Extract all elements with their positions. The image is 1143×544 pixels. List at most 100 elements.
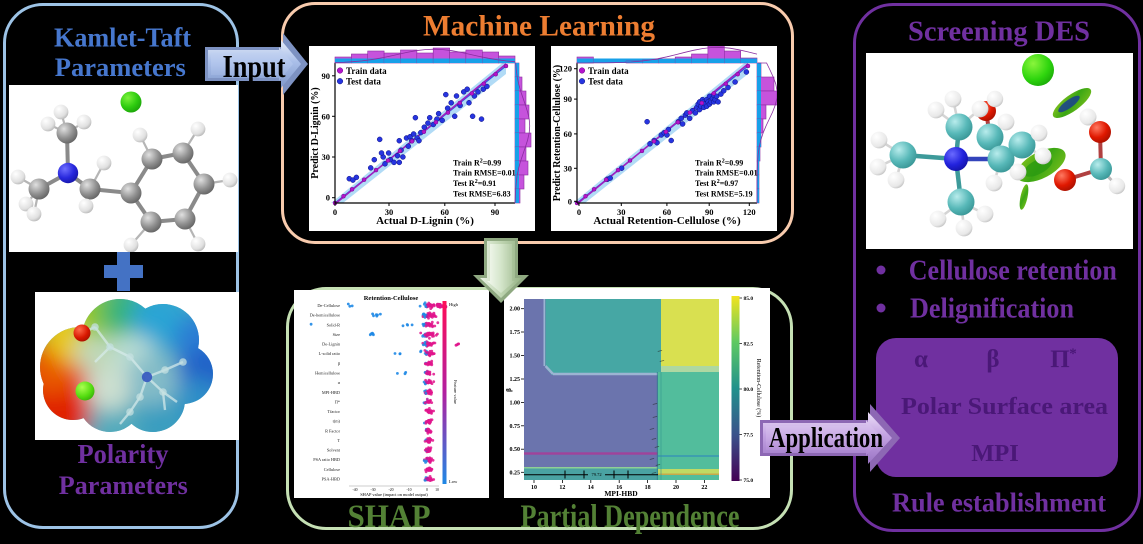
svg-text:1.50: 1.50 xyxy=(510,354,521,360)
svg-text:60: 60 xyxy=(663,207,672,217)
svg-text:Train R2=0.99: Train R2=0.99 xyxy=(695,158,743,167)
svg-text:75.0: 75.0 xyxy=(744,478,754,484)
svg-text:Train R2=0.99: Train R2=0.99 xyxy=(453,158,501,167)
svg-text:Predict Retention-Cellulose (%: Predict Retention-Cellulose (%) xyxy=(552,65,563,201)
svg-text:High: High xyxy=(449,302,459,307)
svg-text:Low: Low xyxy=(449,479,458,484)
svg-text:60: 60 xyxy=(564,129,573,139)
svg-text:30: 30 xyxy=(564,163,573,173)
svg-text:0: 0 xyxy=(333,207,337,217)
svg-text:18: 18 xyxy=(645,485,651,491)
svg-text:β: β xyxy=(338,361,340,366)
svg-text:Solvent: Solvent xyxy=(327,448,341,453)
svg-text:Π*: Π* xyxy=(335,399,340,404)
svg-text:-10: -10 xyxy=(406,488,411,492)
svg-text:Screening DES: Screening DES xyxy=(908,16,1090,48)
svg-text:Test R2=0.97: Test R2=0.97 xyxy=(695,179,738,188)
svg-text:SHAP: SHAP xyxy=(348,499,431,535)
svg-text:Train RMSE=0.01: Train RMSE=0.01 xyxy=(695,169,758,178)
svg-text:0: 0 xyxy=(326,193,330,203)
svg-text:β: β xyxy=(986,346,999,373)
svg-text:82.5: 82.5 xyxy=(744,342,754,348)
svg-text:0.25: 0.25 xyxy=(510,470,521,476)
svg-text:De-Lignin: De-Lignin xyxy=(322,342,341,347)
svg-text:*: * xyxy=(1069,346,1077,362)
svg-text:-20: -20 xyxy=(388,488,393,492)
svg-text:SHAP value (impact on model ou: SHAP value (impact on model output) xyxy=(360,492,428,497)
svg-text:L-solid ratio: L-solid ratio xyxy=(319,351,340,356)
svg-text:1.75: 1.75 xyxy=(510,330,521,336)
svg-text:16: 16 xyxy=(616,485,622,491)
svg-text:1.00: 1.00 xyxy=(510,400,521,406)
svg-text:MPI-HBD: MPI-HBD xyxy=(322,390,340,395)
svg-text:Feature value: Feature value xyxy=(453,380,458,404)
svg-text:Test RMSE=5.19: Test RMSE=5.19 xyxy=(695,190,753,199)
svg-text:PSA ratio HBD: PSA ratio HBD xyxy=(313,457,340,462)
svg-text:Actual Retention-Cellulose (%): Actual Retention-Cellulose (%) xyxy=(593,215,741,227)
svg-text:22: 22 xyxy=(701,485,707,491)
svg-text:Test data: Test data xyxy=(346,77,381,87)
svg-text:Rule establishment: Rule establishment xyxy=(892,487,1107,518)
svg-text:90: 90 xyxy=(322,71,331,81)
svg-text:t(m): t(m) xyxy=(333,419,341,424)
svg-text:Test RMSE=6.83: Test RMSE=6.83 xyxy=(453,190,511,199)
svg-text:77.5: 77.5 xyxy=(744,433,754,439)
svg-text:120: 120 xyxy=(559,64,572,74)
svg-text:Tfactor: Tfactor xyxy=(327,409,340,414)
svg-text:Polar Surface area: Polar Surface area xyxy=(901,393,1108,420)
svg-text:Retention-Cellulose (%): Retention-Cellulose (%) xyxy=(755,359,762,418)
svg-text:0: 0 xyxy=(568,196,572,206)
svg-text:Test data: Test data xyxy=(588,77,623,87)
svg-text:Application: Application xyxy=(769,422,883,454)
svg-text:0: 0 xyxy=(577,207,581,217)
svg-text:β: β xyxy=(505,388,513,392)
svg-text:79.72: 79.72 xyxy=(591,472,601,477)
svg-text:0: 0 xyxy=(426,488,428,492)
svg-text:Train data: Train data xyxy=(346,66,387,76)
svg-text:Test R2=0.91: Test R2=0.91 xyxy=(453,179,496,188)
svg-text:Size: Size xyxy=(333,332,340,337)
svg-text:Input: Input xyxy=(223,48,286,84)
svg-text:1.25: 1.25 xyxy=(510,377,521,383)
svg-text:30: 30 xyxy=(385,207,394,217)
svg-text:Machine Learning: Machine Learning xyxy=(423,10,655,43)
svg-text:Solid-R: Solid-R xyxy=(327,322,341,327)
svg-text:Parameters: Parameters xyxy=(55,53,186,82)
svg-text:20: 20 xyxy=(673,485,679,491)
svg-text:90: 90 xyxy=(491,207,500,217)
svg-text:R Factor: R Factor xyxy=(325,428,340,433)
svg-text:α: α xyxy=(338,380,341,385)
svg-text:Hemicellulose: Hemicellulose xyxy=(315,371,340,376)
svg-text:0.75: 0.75 xyxy=(510,424,521,430)
svg-text:Train data: Train data xyxy=(588,66,629,76)
svg-text:60: 60 xyxy=(441,207,450,217)
svg-text:-40: -40 xyxy=(352,488,357,492)
svg-text:30: 30 xyxy=(617,207,626,217)
svg-text:12: 12 xyxy=(559,485,565,491)
svg-text:PSA-HBD: PSA-HBD xyxy=(322,477,340,482)
svg-text:Partial Dependence: Partial Dependence xyxy=(521,499,740,535)
svg-text:0.50: 0.50 xyxy=(510,447,521,453)
svg-text:De-Cellulose: De-Cellulose xyxy=(317,303,340,308)
svg-text:Π: Π xyxy=(1050,346,1069,373)
svg-text:Polarity: Polarity xyxy=(78,439,169,469)
svg-text:MPI: MPI xyxy=(971,440,1019,467)
svg-text:10: 10 xyxy=(531,485,537,491)
svg-text:120: 120 xyxy=(743,207,756,217)
svg-text:Cellulose: Cellulose xyxy=(324,467,340,472)
svg-text:80.0: 80.0 xyxy=(744,387,754,393)
svg-text:MPI-HBD: MPI-HBD xyxy=(604,489,638,498)
svg-text:14: 14 xyxy=(588,485,594,491)
svg-text:90: 90 xyxy=(564,94,573,104)
svg-text:Actual D-Lignin (%): Actual D-Lignin (%) xyxy=(376,215,474,227)
svg-text:Retention-Cellulose: Retention-Cellulose xyxy=(364,295,419,302)
svg-text:Kamlet-Taft: Kamlet-Taft xyxy=(54,22,191,52)
svg-text:T: T xyxy=(337,438,340,443)
svg-text:85.0: 85.0 xyxy=(744,296,754,302)
svg-text:2.00: 2.00 xyxy=(510,307,521,313)
svg-text:30: 30 xyxy=(322,152,331,162)
svg-text:60: 60 xyxy=(322,111,331,121)
svg-text:Cellulose retention: Cellulose retention xyxy=(909,255,1117,286)
svg-text:α: α xyxy=(914,346,928,373)
svg-text:Predict D-Lignin (%): Predict D-Lignin (%) xyxy=(310,87,321,178)
